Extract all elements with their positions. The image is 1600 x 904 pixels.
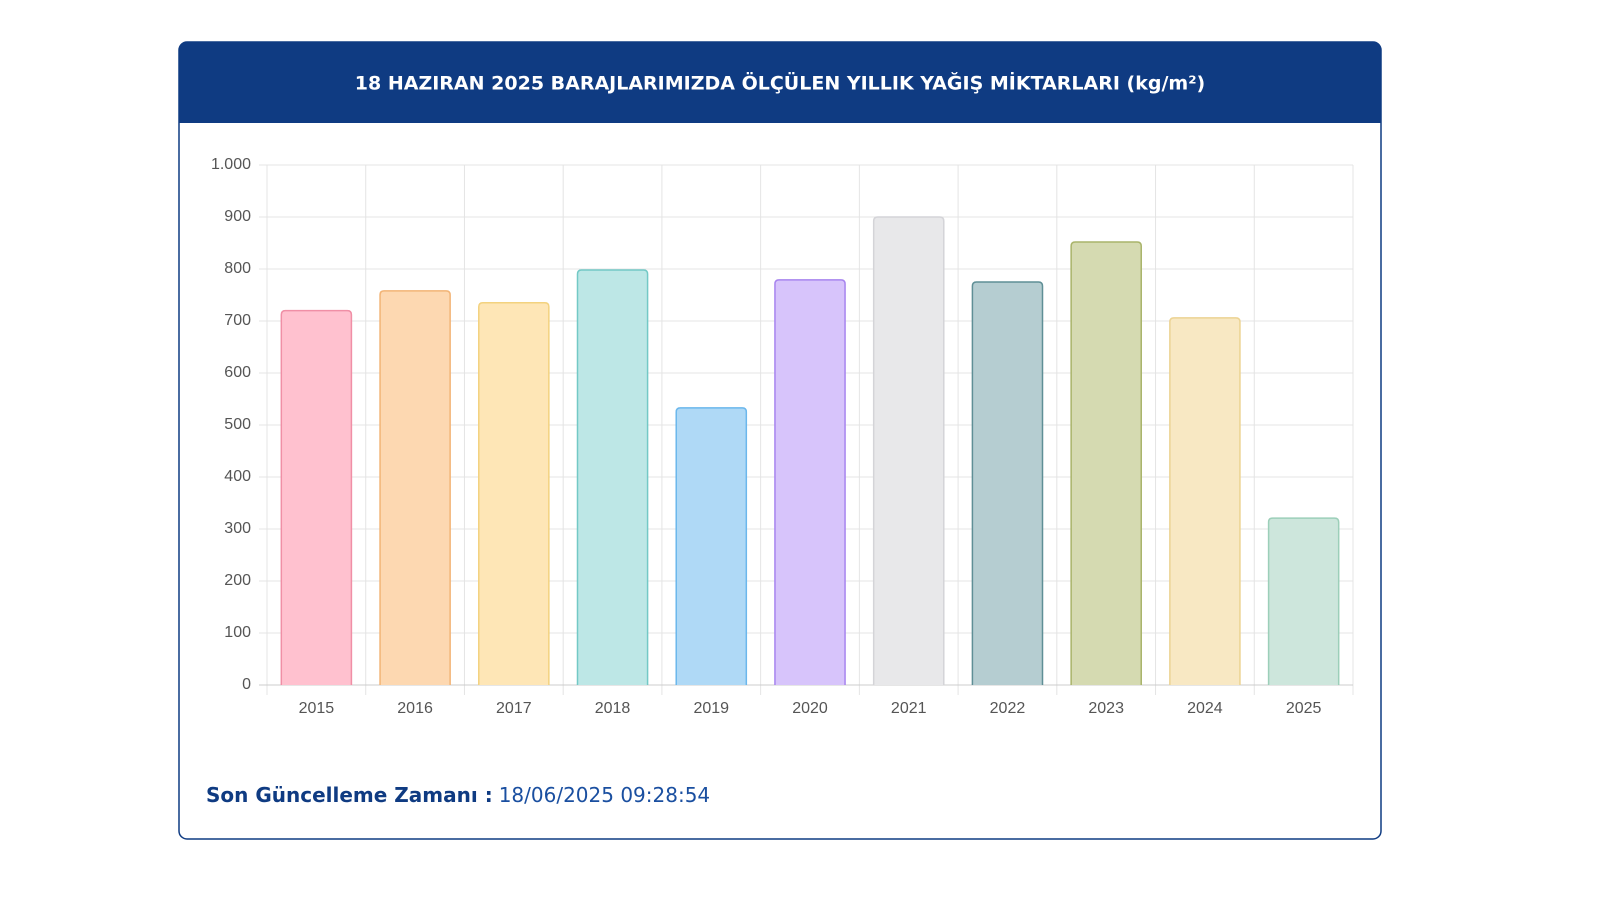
bar xyxy=(379,290,451,685)
chart-title: 18 HAZIRAN 2025 BARAJLARIMIZDA ÖLÇÜLEN Y… xyxy=(355,71,1205,95)
y-tick-label: 600 xyxy=(224,364,251,381)
y-tick-label: 200 xyxy=(224,572,251,589)
x-tick-label: 2016 xyxy=(397,700,433,717)
x-tick-label: 2025 xyxy=(1286,700,1322,717)
x-tick-label: 2021 xyxy=(891,700,927,717)
bar xyxy=(872,216,945,685)
y-tick-label: 300 xyxy=(224,520,251,537)
bar xyxy=(675,407,748,685)
x-tick-label: 2024 xyxy=(1187,700,1223,717)
y-tick-label: 100 xyxy=(224,624,251,641)
y-tick-label: 700 xyxy=(224,312,251,329)
y-tick-label: 800 xyxy=(224,260,251,277)
y-tick-label: 900 xyxy=(224,208,251,225)
bar xyxy=(280,309,353,685)
bar xyxy=(971,281,1044,685)
bar xyxy=(1169,317,1241,685)
y-tick-label: 500 xyxy=(224,416,251,433)
footer: Son Güncelleme Zamanı :18/06/2025 09:28:… xyxy=(206,783,710,807)
x-tick-label: 2018 xyxy=(595,700,631,717)
x-tick-label: 2019 xyxy=(693,700,729,717)
x-tick-label: 2017 xyxy=(496,700,532,717)
y-tick-label: 1.000 xyxy=(211,156,251,173)
bar xyxy=(1070,241,1142,685)
bar xyxy=(1267,517,1340,685)
y-tick-label: 0 xyxy=(242,676,251,693)
x-tick-label: 2022 xyxy=(990,700,1026,717)
card-header xyxy=(179,42,1381,123)
bar xyxy=(478,302,550,685)
y-tick-label: 400 xyxy=(224,468,251,485)
bar xyxy=(576,269,649,685)
x-tick-label: 2020 xyxy=(792,700,828,717)
bar xyxy=(774,279,846,685)
footer-value: 18/06/2025 09:28:54 xyxy=(499,783,710,807)
x-tick-label: 2023 xyxy=(1088,700,1124,717)
x-tick-label: 2015 xyxy=(299,700,335,717)
footer-label: Son Güncelleme Zamanı : xyxy=(206,783,493,807)
